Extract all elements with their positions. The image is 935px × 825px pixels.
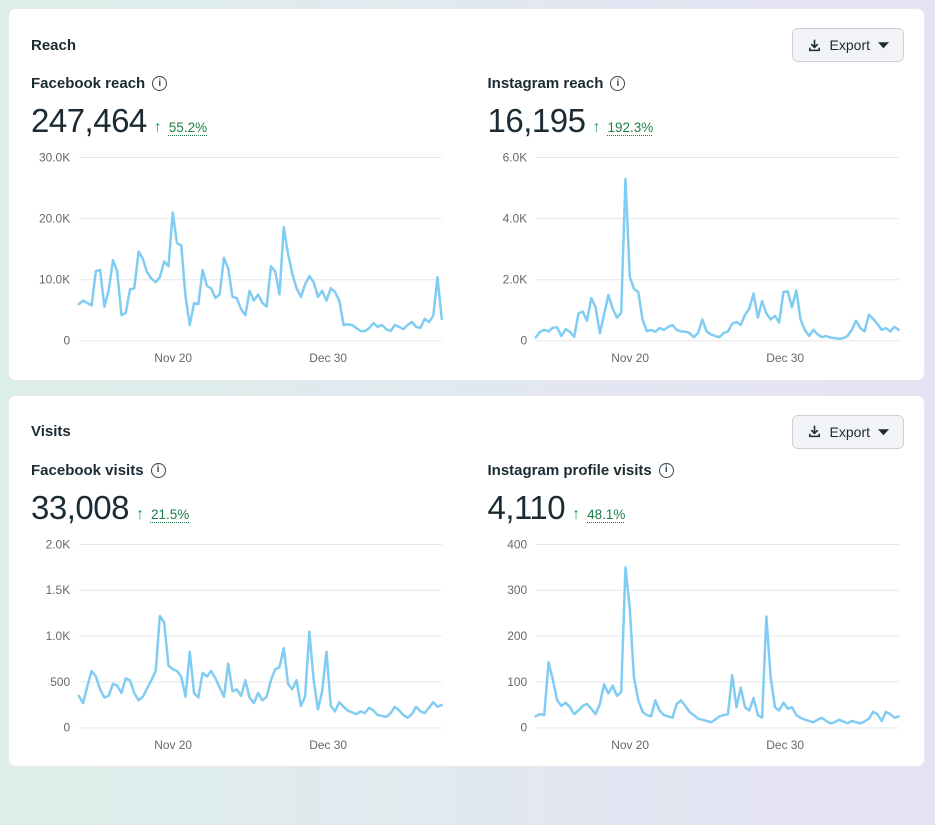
delta-percentage[interactable]: 55.2% <box>168 120 208 135</box>
facebook-visits-panel: Facebook visits i 33,008 ↑ 21.5% 0 500 1.0… <box>31 462 448 757</box>
y-axis-tick-label: 0 <box>520 334 527 348</box>
download-icon <box>807 38 822 53</box>
metric-value: 16,195 <box>487 102 586 139</box>
download-icon <box>807 424 822 439</box>
export-button[interactable]: Export <box>791 28 904 62</box>
y-axis-tick-label: 0 <box>64 720 71 734</box>
data-series-line <box>534 177 900 341</box>
info-icon[interactable]: i <box>152 76 168 91</box>
y-axis-tick-label: 1.0K <box>46 629 71 643</box>
y-axis-tick-label: 100 <box>507 674 527 688</box>
y-axis-tick-label: 2.0K <box>46 537 71 551</box>
y-axis-tick-label: 200 <box>507 629 527 643</box>
y-axis-tick-label: 6.0K <box>502 150 527 164</box>
y-axis-tick-label: 20.0K <box>39 211 70 225</box>
chevron-down-icon <box>878 41 889 49</box>
export-button[interactable]: Export <box>791 414 904 449</box>
metric-label: Facebook reach <box>31 75 146 92</box>
y-axis-tick-label: 400 <box>507 537 527 551</box>
x-axis-tick-label: Dec 30 <box>766 351 804 365</box>
data-series-line <box>77 211 444 333</box>
y-axis-tick-label: 500 <box>50 674 70 688</box>
x-axis-tick-label: Nov 20 <box>154 351 192 365</box>
metric-value: 4,110 <box>487 488 566 526</box>
info-icon[interactable]: i <box>658 462 674 478</box>
facebook-visits-line-chart[interactable]: 0 500 1.0K 1.5K 2.0K Nov 20 Dec 30 <box>31 533 448 757</box>
y-axis-tick-label: 4.0K <box>502 211 527 225</box>
line-chart-svg: 0 500 1.0K 1.5K 2.0K Nov 20 Dec 30 <box>46 537 444 751</box>
line-chart-svg: 0 2.0K 4.0K 6.0K Nov 20 Dec 30 <box>502 150 900 365</box>
data-series-line <box>77 614 444 719</box>
instagram-reach-line-chart[interactable]: 0 2.0K 4.0K 6.0K Nov 20 Dec 30 <box>488 146 905 370</box>
metric-label: Instagram profile visits <box>487 461 652 479</box>
facebook-reach-panel: Facebook reach i 247,464 ↑ 55.2% 0 10.0K 2… <box>31 75 448 370</box>
instagram-profile-visits-line-chart[interactable]: 0 100 200 300 400 Nov 20 Dec 30 <box>488 533 905 757</box>
y-axis-tick-label: 1.5K <box>46 583 71 597</box>
x-axis-tick-label: Dec 30 <box>766 737 804 751</box>
x-axis-tick-label: Dec 30 <box>309 737 347 751</box>
chevron-down-icon <box>878 428 889 436</box>
y-axis-tick-label: 30.0K <box>39 150 70 164</box>
data-series-line <box>534 565 900 725</box>
reach-section-card: Reach Export Facebook reach i 247,464 ↑ … <box>8 8 925 381</box>
y-axis-tick-label: 300 <box>507 583 527 597</box>
metric-label: Instagram reach <box>487 75 604 92</box>
export-button-label: Export <box>829 423 870 440</box>
y-axis-tick-label: 0 <box>520 720 527 734</box>
arrow-up-icon: ↑ <box>572 505 581 523</box>
line-chart-svg: 0 100 200 300 400 Nov 20 Dec 30 <box>507 537 900 751</box>
x-axis-tick-label: Nov 20 <box>611 737 649 751</box>
instagram-reach-panel: Instagram reach i 16,195 ↑ 192.3% 0 2.0K 4… <box>488 75 905 370</box>
info-icon[interactable]: i <box>610 76 626 91</box>
line-chart-svg: 0 10.0K 20.0K 30.0K Nov 20 Dec 30 <box>39 150 444 365</box>
metric-value: 33,008 <box>31 488 129 526</box>
delta-percentage[interactable]: 48.1% <box>587 506 626 522</box>
export-button-label: Export <box>829 37 870 53</box>
arrow-up-icon: ↑ <box>135 505 144 523</box>
section-title-visits: Visits <box>31 423 71 441</box>
metric-label: Facebook visits <box>31 461 144 479</box>
delta-percentage[interactable]: 21.5% <box>150 506 190 522</box>
y-axis-tick-label: 0 <box>64 334 71 348</box>
metric-value: 247,464 <box>31 102 147 139</box>
arrow-up-icon: ↑ <box>153 119 162 136</box>
y-axis-tick-label: 10.0K <box>39 273 70 287</box>
instagram-profile-visits-panel: Instagram profile visits i 4,110 ↑ 48.1%… <box>488 462 905 757</box>
arrow-up-icon: ↑ <box>592 119 601 136</box>
x-axis-tick-label: Nov 20 <box>611 351 649 365</box>
y-axis-tick-label: 2.0K <box>502 273 527 287</box>
facebook-reach-line-chart[interactable]: 0 10.0K 20.0K 30.0K Nov 20 Dec 30 <box>31 146 448 370</box>
visits-section-card: Visits Export Facebook visits i 33,008 ↑… <box>8 394 925 768</box>
x-axis-tick-label: Nov 20 <box>154 737 192 751</box>
info-icon[interactable]: i <box>150 462 166 478</box>
x-axis-tick-label: Dec 30 <box>309 351 347 365</box>
delta-percentage[interactable]: 192.3% <box>607 120 654 135</box>
section-title-reach: Reach <box>31 36 77 54</box>
